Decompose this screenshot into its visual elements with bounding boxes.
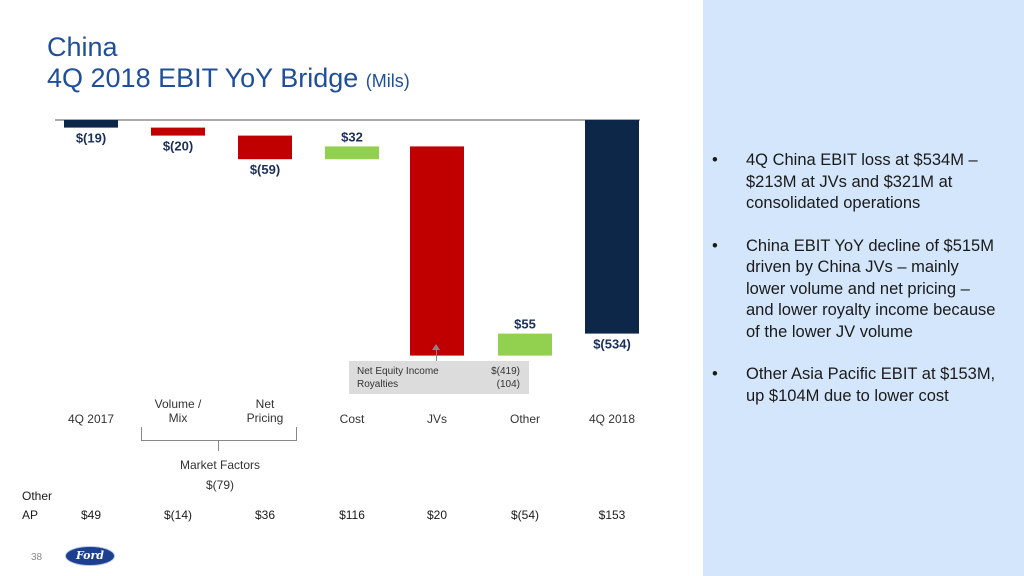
callout-label: Net Equity Income <box>357 366 439 377</box>
brace-stem <box>218 440 219 451</box>
data-label: $32 <box>341 129 363 144</box>
ford-logo: Ford <box>65 546 115 566</box>
brace-right <box>296 427 297 440</box>
callout-label: Royalties <box>357 379 399 390</box>
x-tick-label: JVs <box>392 412 482 426</box>
x-tick-label-line1: Net <box>255 397 275 411</box>
other-ap-value: $153 <box>598 508 626 522</box>
data-label: $(59) <box>250 162 280 177</box>
data-label: $(19) <box>76 131 106 146</box>
other-ap-value: $(54) <box>510 508 539 522</box>
x-tick-label-line2: Other <box>509 412 540 426</box>
callout-value: (104) <box>496 379 520 390</box>
x-tick-label: Cost <box>307 412 397 426</box>
bullet-item: 4Q China EBIT loss at $534M – $213M at J… <box>710 150 1000 215</box>
title-units: (Mils) <box>365 71 410 91</box>
other-ap-value: $116 <box>339 508 365 522</box>
other-ap-label-line1: Other <box>22 489 53 503</box>
jv-breakdown-callout: Net Equity Income $(419) Royalties (104) <box>349 361 529 394</box>
x-tick-label-line2: 4Q 2017 <box>67 412 115 426</box>
other-ap-value: $49 <box>80 508 102 522</box>
bar-other <box>498 333 552 356</box>
x-tick-label: Volume / Mix <box>133 397 223 425</box>
market-factors-label: Market Factors <box>179 458 260 472</box>
callout-connector <box>436 346 437 361</box>
bar-net-pricing <box>238 135 292 160</box>
waterfall-chart: $(19)$(20)$(59)$32$(523)$55$(534) <box>55 119 640 374</box>
other-ap-value: $36 <box>254 508 276 522</box>
brace-left <box>141 427 142 440</box>
x-tick-label-line2: Mix <box>168 411 188 425</box>
title-line-1: China <box>47 32 118 62</box>
market-factors-value: $(79) <box>205 478 234 492</box>
x-tick-label-line2: Pricing <box>246 411 284 425</box>
x-tick-label: 4Q 2018 <box>567 412 657 426</box>
x-tick-label-line1: Volume / <box>154 397 202 411</box>
x-tick-label: Net Pricing <box>220 397 310 425</box>
page-number: 38 <box>31 552 43 563</box>
bar-volume-mix <box>151 127 205 136</box>
x-tick-label: Other <box>480 412 570 426</box>
x-tick-label: 4Q 2017 <box>46 412 136 426</box>
data-label: $(534) <box>593 337 631 352</box>
title-main: 4Q 2018 EBIT YoY Bridge <box>47 63 359 93</box>
other-ap-value: $20 <box>426 508 448 522</box>
page-title: China 4Q 2018 EBIT YoY Bridge (Mils) <box>47 32 410 97</box>
data-label: $55 <box>514 317 536 332</box>
bullet-item: China EBIT YoY decline of $515M driven b… <box>710 236 1000 344</box>
bar-cost <box>325 146 379 160</box>
callout-row-royalties: Royalties (104) <box>357 378 520 391</box>
other-ap-value: $(14) <box>163 508 192 522</box>
x-tick-label-line2: Cost <box>339 412 365 426</box>
x-tick-label-line2: 4Q 2018 <box>588 412 636 426</box>
bar-jvs <box>410 146 464 356</box>
callout-row-net-equity: Net Equity Income $(419) <box>357 365 520 378</box>
brace-bottom <box>141 440 297 441</box>
arrow-up-icon <box>432 344 440 350</box>
commentary-bullets: 4Q China EBIT loss at $534M – $213M at J… <box>710 150 1000 428</box>
bullet-item: Other Asia Pacific EBIT at $153M, up $10… <box>710 364 1000 407</box>
other-ap-label-line2: AP <box>22 508 39 522</box>
x-tick-label-line2: JVs <box>426 412 447 426</box>
bar-4q-2018 <box>585 120 639 334</box>
bar-4q-2017 <box>64 120 118 128</box>
title-line-2: 4Q 2018 EBIT YoY Bridge (Mils) <box>47 63 410 97</box>
data-label: $(20) <box>163 139 193 154</box>
callout-value: $(419) <box>491 366 520 377</box>
